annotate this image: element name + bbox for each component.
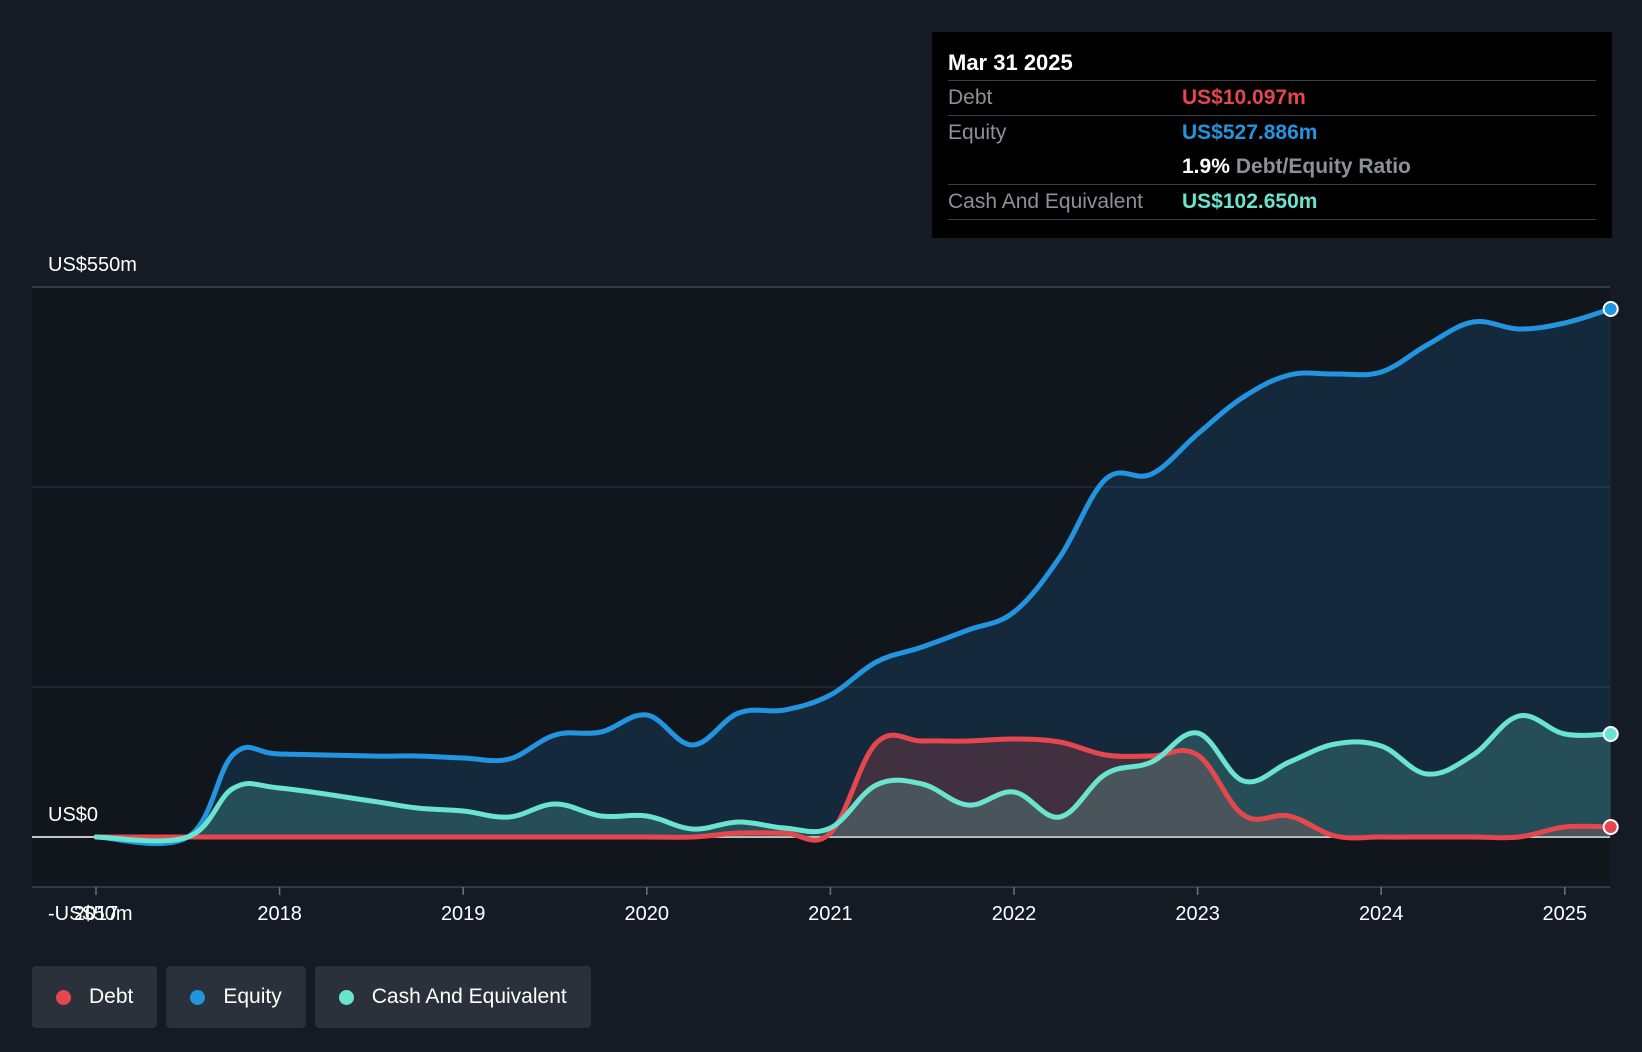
tooltip-equity-label: Equity bbox=[948, 121, 1007, 144]
tooltip-cash-label: Cash And Equivalent bbox=[948, 190, 1143, 213]
series-lines bbox=[93, 306, 1614, 847]
x-tick-label: 2017 bbox=[74, 903, 119, 925]
tooltip-debt-label: Debt bbox=[948, 86, 993, 109]
series-areas bbox=[96, 309, 1611, 844]
hover-tooltip: Mar 31 2025 Debt US$10.097m Equity US$52… bbox=[932, 32, 1612, 238]
y-tick-label: US$550m bbox=[48, 254, 137, 276]
debt-end-marker bbox=[1602, 819, 1619, 835]
x-tick-label: 2025 bbox=[1543, 903, 1588, 925]
debt-area bbox=[96, 735, 1611, 841]
end-markers bbox=[1602, 301, 1619, 835]
legend-cash-dot-icon bbox=[338, 989, 354, 1005]
tooltip-cash-row: Cash And Equivalent US$102.650m bbox=[948, 184, 1596, 220]
legend-debt-label: Debt bbox=[89, 985, 134, 1008]
x-tick-label: 2021 bbox=[808, 903, 853, 925]
debt-line bbox=[93, 732, 1614, 843]
x-tick-label: 2019 bbox=[441, 903, 486, 925]
y-tick-label: -US$50m bbox=[48, 903, 132, 925]
legend-equity-label: Equity bbox=[223, 985, 282, 1008]
tooltip-cash-value: US$102.650m bbox=[1182, 190, 1318, 213]
equity-line bbox=[93, 306, 1614, 847]
legend-cash-label: Cash And Equivalent bbox=[371, 985, 567, 1008]
tooltip-ratio-label: Debt/Equity Ratio bbox=[1235, 155, 1411, 178]
equity-area bbox=[96, 309, 1611, 844]
tooltip-debt-row: Debt US$10.097m bbox=[948, 80, 1596, 115]
y-axis: US$550m US$0 -US$50m bbox=[48, 254, 137, 925]
plot-background bbox=[32, 287, 1610, 887]
tooltip-debt-value: US$10.097m bbox=[1182, 86, 1306, 109]
cash-line bbox=[93, 713, 1614, 844]
chart-legend: Debt Equity Cash And Equivalent bbox=[32, 966, 591, 1028]
legend-equity-dot-icon bbox=[190, 989, 206, 1005]
x-tick-label: 2024 bbox=[1359, 903, 1404, 925]
legend-item-equity[interactable]: Equity bbox=[166, 966, 306, 1028]
x-tick-label: 2022 bbox=[992, 903, 1037, 925]
tooltip-equity-value: US$527.886m bbox=[1182, 121, 1318, 144]
tooltip-ratio-value: 1.9% bbox=[1182, 155, 1230, 178]
legend-item-cash[interactable]: Cash And Equivalent bbox=[314, 966, 591, 1028]
tooltip-date: Mar 31 2025 bbox=[948, 50, 1073, 75]
equity-end-marker bbox=[1602, 301, 1619, 317]
tooltip-ratio-row: 1.9% Debt/Equity Ratio bbox=[948, 150, 1596, 184]
tooltip-equity-row: Equity US$527.886m bbox=[948, 115, 1596, 150]
x-axis: 2017 2018 2019 2020 2021 2022 2023 2024 2025 bbox=[74, 887, 1587, 925]
y-tick-label: US$0 bbox=[48, 804, 98, 826]
cash-area bbox=[96, 715, 1611, 841]
legend-item-debt[interactable]: Debt bbox=[32, 966, 158, 1028]
x-tick-label: 2020 bbox=[625, 903, 670, 925]
x-tick-label: 2018 bbox=[257, 903, 302, 925]
cash-end-marker bbox=[1602, 726, 1619, 742]
x-tick-label: 2023 bbox=[1175, 903, 1220, 925]
legend-debt-dot-icon bbox=[56, 989, 71, 1005]
